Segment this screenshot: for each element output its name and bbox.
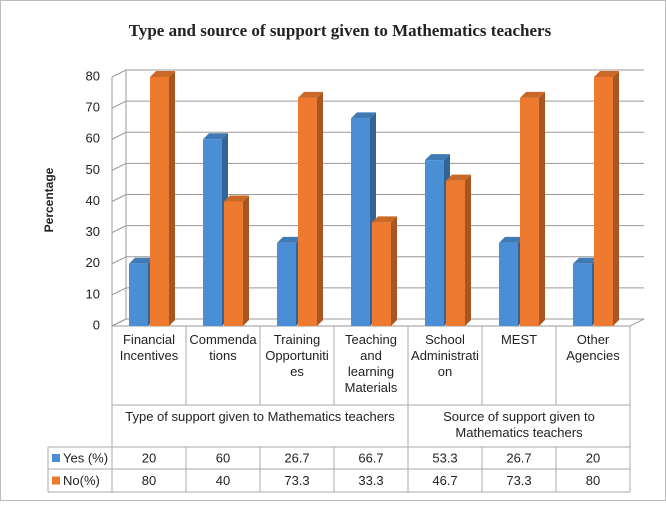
bar-front — [520, 97, 539, 326]
bar-top — [594, 71, 619, 77]
x-tick-label-box: Teaching and learning Materials — [344, 332, 398, 395]
bar-front — [203, 139, 222, 326]
legend-key — [52, 476, 60, 485]
table-value: 53.3 — [432, 450, 457, 465]
y-tick-label: 60 — [86, 131, 100, 146]
bar-top — [129, 257, 154, 264]
bar-top — [203, 133, 228, 140]
bar-top — [224, 195, 249, 202]
bar-front — [298, 97, 317, 326]
bar-front — [499, 242, 518, 326]
bar-front — [573, 263, 592, 326]
bar-top — [425, 154, 450, 161]
bar — [446, 174, 471, 326]
bar-top — [499, 236, 524, 243]
legend-label: No(%) — [63, 473, 100, 488]
x-tick-label-box: Commendations — [189, 332, 257, 363]
bar-side — [169, 71, 175, 326]
table-value: 80 — [586, 473, 600, 488]
bar-top — [351, 112, 376, 119]
x-tick-label-box: MEST — [500, 332, 538, 347]
bar-side — [317, 91, 323, 326]
table-value: 40 — [216, 473, 230, 488]
group-label: Type of support given to Mathematics tea… — [125, 409, 395, 424]
y-tick-label: 40 — [86, 193, 100, 208]
bar-front — [277, 242, 296, 326]
x-tick-label-box: School Administration — [411, 332, 479, 379]
table-value: 26.7 — [506, 450, 531, 465]
x-tick-label: Other Agencies — [566, 332, 620, 363]
bar-side — [539, 91, 545, 326]
bar — [520, 91, 545, 326]
chart-title: Type and source of support given to Math… — [129, 21, 552, 40]
y-tick-label: 30 — [86, 224, 100, 239]
group-label-box: Type of support given to Mathematics tea… — [125, 409, 395, 424]
bar — [298, 91, 323, 326]
bar-front — [150, 77, 169, 326]
table-value: 73.3 — [506, 473, 531, 488]
x-tick-label: School Administration — [411, 332, 479, 379]
y-tick-label: 50 — [86, 162, 100, 177]
table-value: 26.7 — [284, 450, 309, 465]
x-tick-label: Commendations — [189, 332, 257, 363]
table-value: 80 — [142, 473, 156, 488]
x-tick-label: Teaching and learning Materials — [344, 332, 398, 395]
bar-side — [243, 195, 249, 326]
group-label-box: Source of support given to Mathematics t… — [443, 409, 595, 440]
legend-label: Yes (%) — [63, 450, 108, 465]
bar-top — [277, 236, 302, 243]
y-tick-label: 70 — [86, 100, 100, 115]
bar-top — [150, 71, 175, 77]
bar — [594, 71, 619, 326]
x-tick-label: Training Opportunities — [265, 332, 329, 379]
bar-front — [594, 77, 613, 326]
table-value: 46.7 — [432, 473, 457, 488]
y-tick-label: 10 — [86, 286, 100, 301]
bar-front — [425, 160, 444, 326]
bar-top — [298, 91, 323, 98]
bar — [372, 216, 397, 326]
table-value: 33.3 — [358, 473, 383, 488]
x-tick-label-box: Other Agencies — [566, 332, 620, 363]
x-tick-label: MEST — [500, 332, 538, 347]
bar-top — [372, 216, 397, 223]
bar-top — [446, 174, 471, 181]
y-tick-label: 0 — [93, 317, 100, 332]
bar-side — [391, 216, 397, 326]
bar — [150, 71, 175, 326]
table-value: 60 — [216, 450, 230, 465]
group-label: Source of support given to Mathematics t… — [443, 409, 595, 440]
bar-front — [351, 118, 370, 327]
bar-side — [613, 71, 619, 326]
x-tick-label: Financial Incentives — [119, 332, 179, 363]
x-tick-label-box: Financial Incentives — [119, 332, 179, 363]
bar-front — [224, 201, 243, 326]
legend-key — [52, 454, 60, 462]
table-value: 20 — [586, 450, 600, 465]
bar-top — [520, 91, 545, 98]
table-value: 20 — [142, 450, 156, 465]
bar-front — [129, 263, 148, 326]
y-tick-label: 80 — [86, 68, 100, 83]
bar-front — [372, 222, 391, 326]
table-value: 66.7 — [358, 450, 383, 465]
y-axis-label: Percentage — [42, 167, 56, 232]
table-value: 73.3 — [284, 473, 309, 488]
y-tick-label: 20 — [86, 255, 100, 270]
bar — [224, 195, 249, 326]
x-tick-label-box: Training Opportunities — [265, 332, 329, 379]
bar-top — [573, 257, 598, 264]
bar-side — [465, 174, 471, 326]
bar-front — [446, 180, 465, 326]
